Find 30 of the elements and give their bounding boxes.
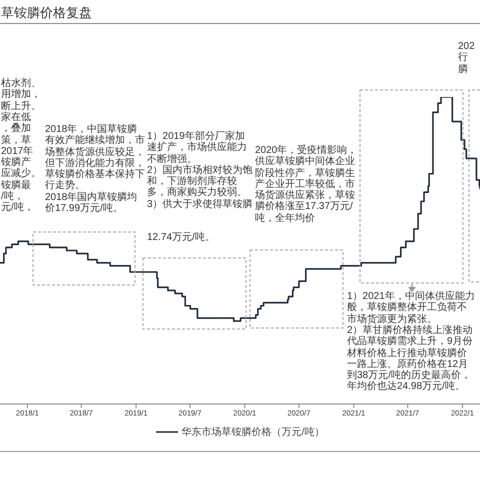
annotation: 断上升。 [1, 100, 41, 112]
annotation: 般，草铵膦整体开工负荷不 [347, 302, 467, 314]
annotation: 2017年 [1, 146, 34, 157]
annotation: 策，草 [1, 134, 31, 146]
annotation: 市场货源更为紧张。 [347, 314, 437, 325]
annotation: 一路上涨。原药价格在12月 [347, 358, 468, 370]
annotation: 到38万元/吨的历史最高价， [347, 370, 471, 382]
text: 行 [458, 52, 468, 64]
annotation: 代品草铵膦需求上升，9月份 [347, 336, 473, 348]
annotation: 应减少。 [1, 168, 41, 180]
text: 膦 [458, 64, 468, 75]
text: 枯水剂、 [1, 78, 41, 89]
annotation: 1）2021年，中间体供应能力 [347, 291, 475, 302]
annotation: 用增加， [1, 89, 41, 100]
annotation: 2）草甘膦价格持续上涨推动 [347, 324, 473, 336]
annotation: /吨， [1, 191, 24, 202]
annotation: 1）2019年部分厂家加速扩产，市场供应能力不断增强。 2）国内市场相对较为饱和，下游制剂库存较多，商家购买力较弱。 3）供大于求使得草铵膦 [147, 131, 253, 210]
chart-title: 草铵膦价格复盘 [1, 5, 92, 20]
annotation: 2020年，受疫情影响，供应草铵膦中间体企业阶段性停产，草铵膦生产企业开工率较低，市场货源供应紧张，草铵膦价格涨至17.37万元/吨，全年均价 [255, 145, 358, 224]
annotation: 材料价格上行推动草铵膦价 [347, 348, 467, 358]
annotation: 铵膦最 [1, 180, 31, 191]
annotation: 年均价也达24.98万元/吨。 [347, 381, 465, 393]
text: 202 [458, 41, 475, 52]
annotation: 2018年，中国草铵膦有效产能继续增加，市场整体货源供应较足，但下游消化能力有限，草铵膦价格基本保持下行走势。 2018年国内草铵膦均价17.99万元/吨。 [45, 124, 145, 214]
legend-label: 华东市场草铵膦价格（万元/吨） [182, 426, 324, 439]
annotation: 元/吨， [1, 202, 34, 214]
annotation: 家在低 [1, 112, 31, 123]
annotation: ，叠加 [1, 123, 31, 134]
annotation: 铵膦产 [1, 157, 31, 168]
annotation: 12.74万元/吨。 [147, 232, 215, 244]
